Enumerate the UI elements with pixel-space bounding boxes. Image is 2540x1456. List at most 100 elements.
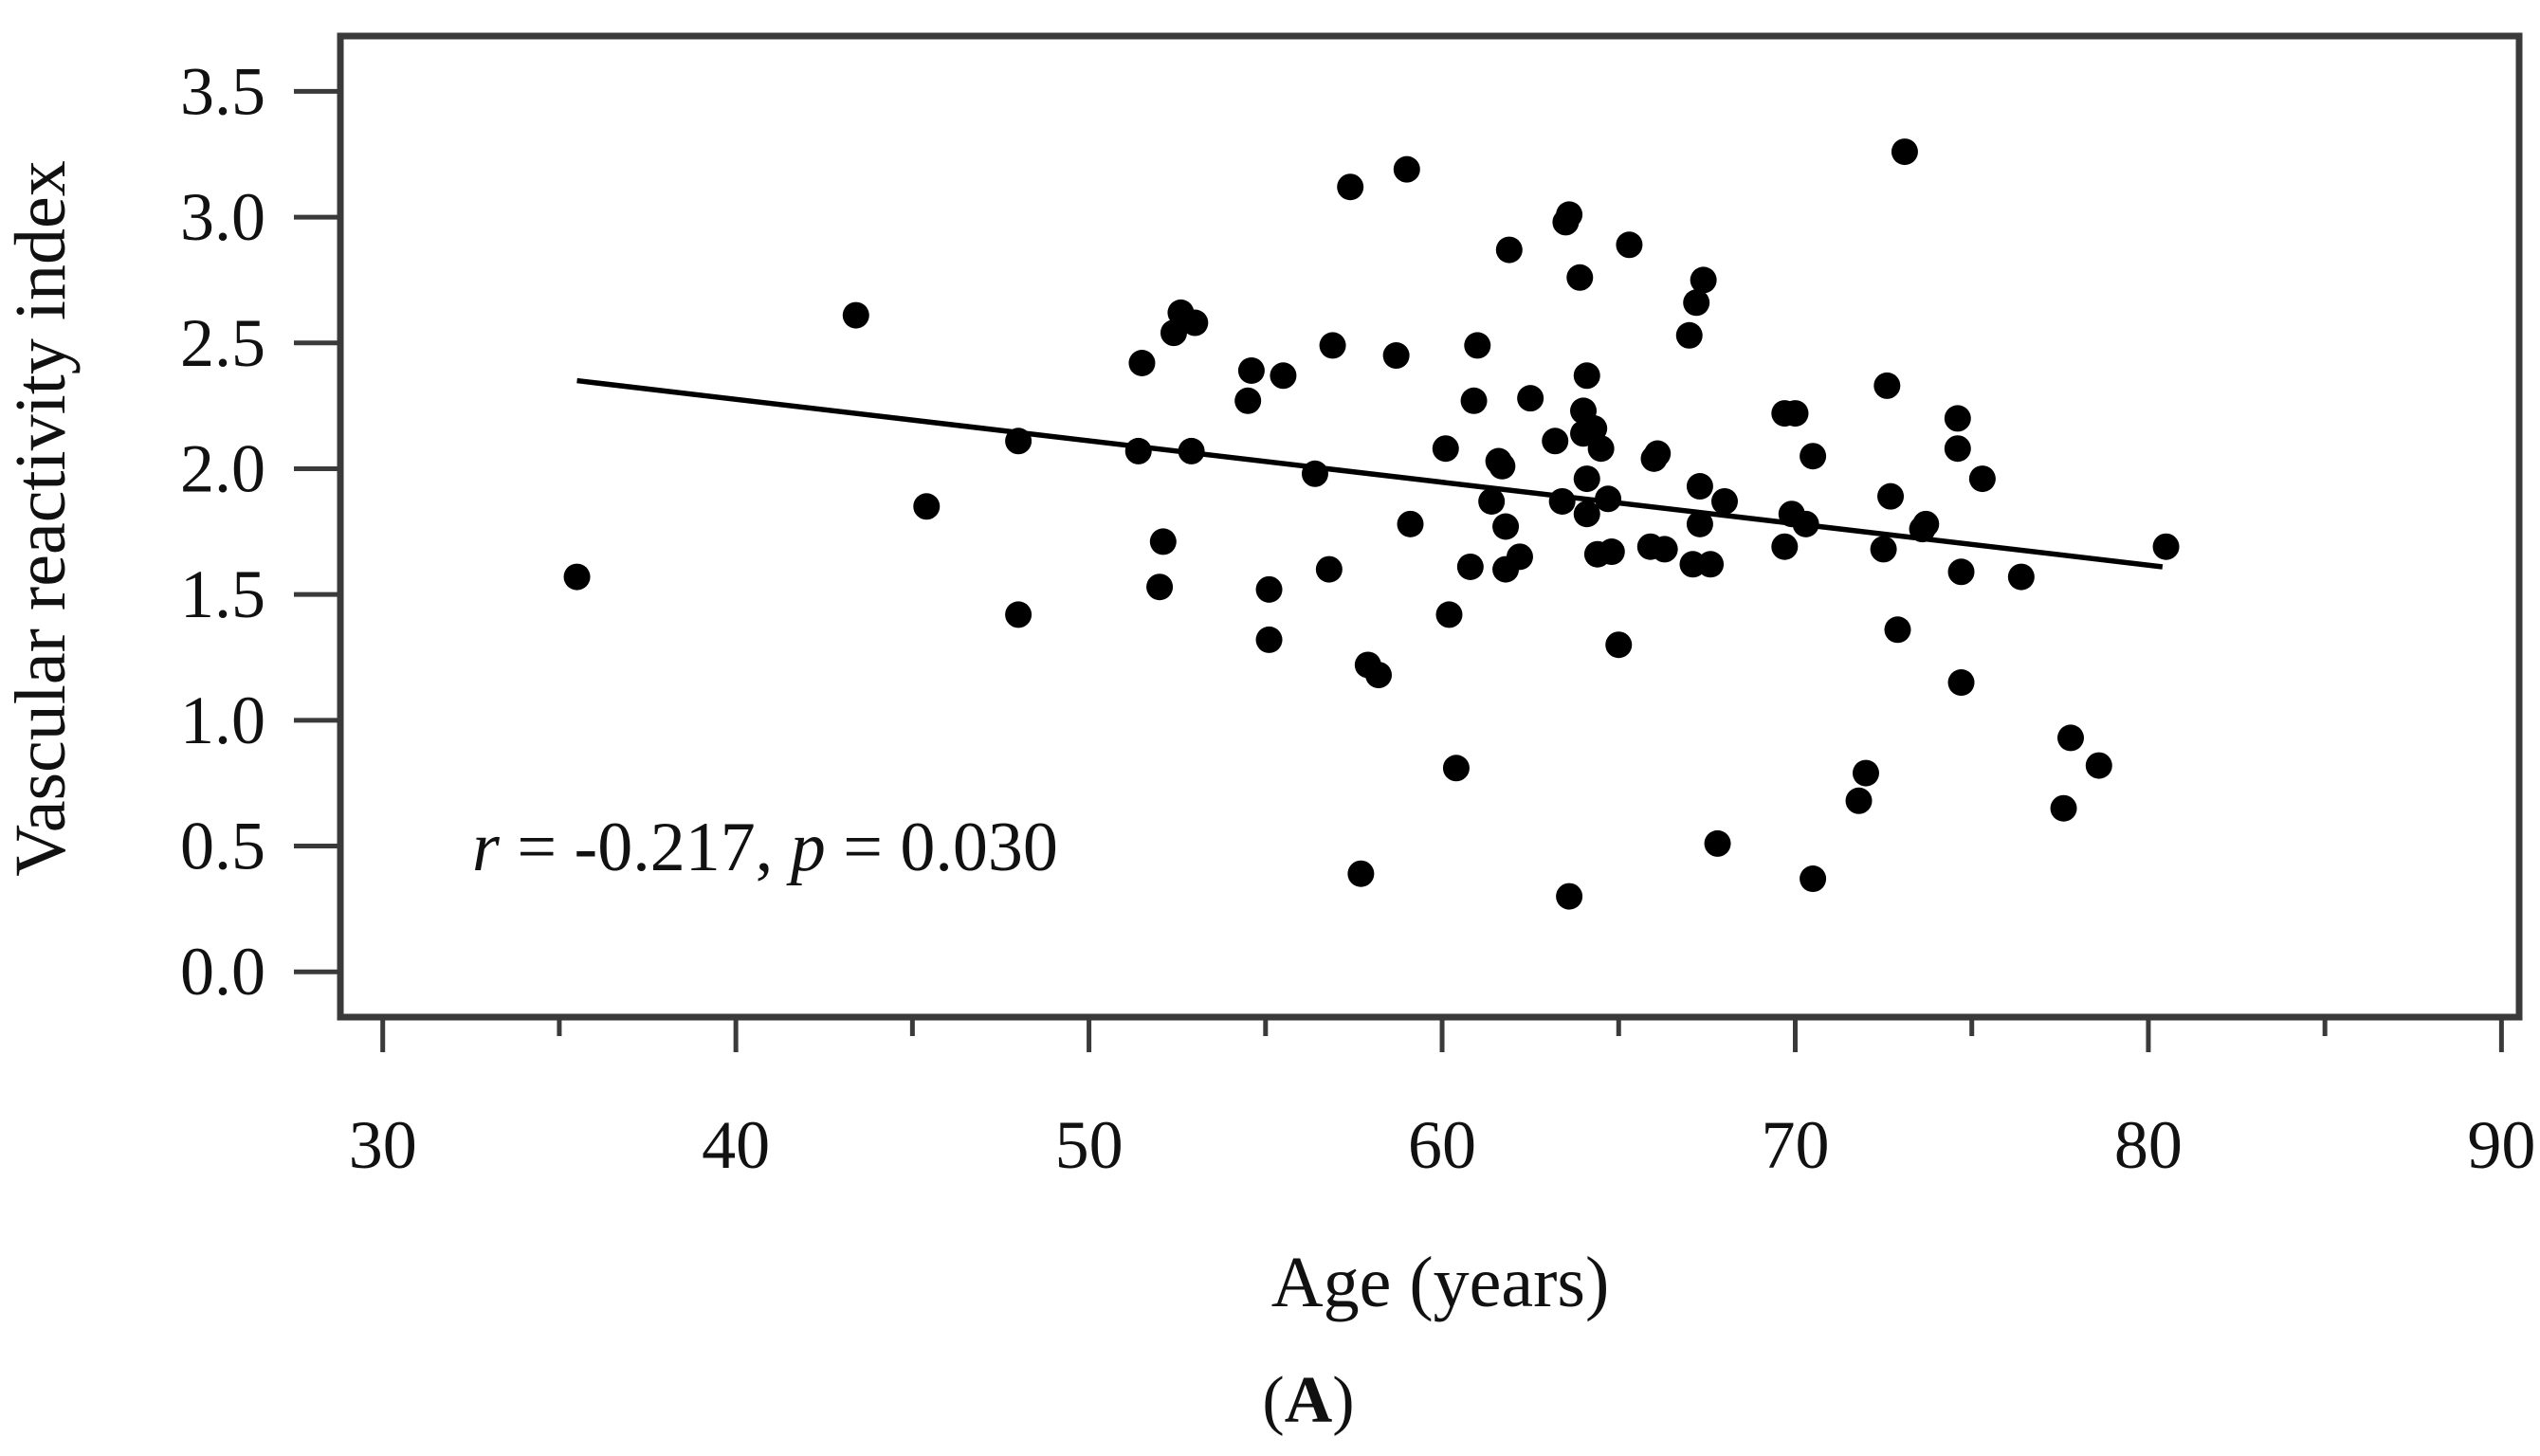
data-point bbox=[2050, 794, 2077, 822]
data-point bbox=[1442, 755, 1470, 782]
data-point bbox=[1464, 332, 1491, 359]
data-point bbox=[1255, 575, 1283, 603]
data-point bbox=[1556, 883, 1583, 910]
data-point bbox=[1587, 435, 1615, 463]
data-point bbox=[1005, 601, 1032, 628]
y-tick-label: 3.0 bbox=[180, 179, 265, 255]
data-point bbox=[1270, 362, 1297, 390]
y-tick-label: 3.5 bbox=[180, 53, 265, 129]
data-point bbox=[1710, 487, 1738, 515]
data-point bbox=[1489, 452, 1516, 480]
data-point bbox=[1506, 543, 1533, 571]
data-point bbox=[1456, 553, 1484, 580]
data-point bbox=[1595, 485, 1622, 513]
data-point bbox=[1598, 538, 1625, 566]
x-tick-label: 30 bbox=[349, 1107, 417, 1183]
data-point bbox=[1397, 510, 1424, 537]
correlation-annotation: r = -0.217, p = 0.030 bbox=[472, 809, 1058, 886]
data-point bbox=[1542, 428, 1569, 455]
data-point bbox=[1605, 631, 1633, 659]
data-point bbox=[1651, 536, 1678, 563]
data-point bbox=[1319, 332, 1346, 359]
data-point bbox=[1870, 536, 1897, 563]
data-point bbox=[1686, 510, 1713, 537]
data-point bbox=[1435, 601, 1463, 628]
data-point bbox=[1432, 435, 1459, 463]
x-tick-label: 50 bbox=[1055, 1107, 1124, 1183]
data-point bbox=[1845, 787, 1873, 814]
data-point bbox=[1495, 236, 1523, 264]
data-point bbox=[1616, 231, 1643, 259]
p-value: = 0.030 bbox=[826, 809, 1058, 886]
data-point bbox=[1566, 264, 1594, 291]
data-point bbox=[1704, 829, 1731, 857]
panel-label-letter: A bbox=[1285, 1364, 1333, 1437]
data-point bbox=[1581, 415, 1608, 442]
data-point bbox=[1492, 513, 1520, 540]
x-tick-label: 90 bbox=[2467, 1107, 2535, 1183]
data-point bbox=[1149, 528, 1177, 555]
data-point bbox=[1337, 173, 1364, 201]
data-point bbox=[1968, 465, 1996, 493]
x-axis: 30 40 50 60 70 80 90 bbox=[349, 1017, 2535, 1183]
data-point bbox=[1944, 405, 1971, 432]
data-points bbox=[563, 138, 2180, 910]
data-point bbox=[1877, 482, 1905, 510]
y-tick-label: 2.5 bbox=[180, 305, 265, 381]
y-tick-label: 1.0 bbox=[180, 682, 265, 758]
data-point bbox=[1873, 372, 1901, 399]
data-point bbox=[1146, 573, 1174, 601]
data-point bbox=[1912, 510, 1940, 537]
data-point bbox=[1771, 533, 1799, 560]
y-axis-title: Vascular reactivity index bbox=[1, 160, 81, 876]
data-point bbox=[1160, 319, 1187, 347]
data-point bbox=[1947, 558, 1975, 586]
y-tick-label: 0.5 bbox=[180, 809, 265, 884]
data-point bbox=[1800, 865, 1827, 893]
data-point bbox=[842, 301, 869, 329]
data-point bbox=[1947, 669, 1975, 697]
data-point bbox=[1697, 551, 1725, 578]
y-tick-label: 1.5 bbox=[180, 556, 265, 632]
x-tick-label: 80 bbox=[2114, 1107, 2183, 1183]
data-point bbox=[1364, 662, 1392, 689]
data-point bbox=[563, 563, 591, 591]
data-point bbox=[1382, 342, 1410, 370]
data-point bbox=[1573, 465, 1600, 493]
data-point bbox=[1686, 473, 1713, 500]
y-tick-label: 0.0 bbox=[180, 934, 265, 1010]
data-point bbox=[1675, 321, 1703, 349]
data-point bbox=[1884, 616, 1911, 644]
data-point bbox=[1315, 555, 1343, 583]
data-point bbox=[1944, 435, 1971, 463]
data-point bbox=[1478, 487, 1506, 515]
panel-label-close: ) bbox=[1332, 1364, 1354, 1437]
data-point bbox=[1891, 138, 1918, 166]
panel-label: (A) bbox=[1262, 1364, 1354, 1437]
regression-line bbox=[576, 377, 2164, 570]
data-point bbox=[2007, 563, 2035, 591]
x-tick-label: 60 bbox=[1408, 1107, 1476, 1183]
data-point bbox=[1852, 759, 1879, 787]
data-point bbox=[2056, 724, 2084, 752]
y-axis: 0.0 0.5 1.0 1.5 2.0 2.5 3.0 3.5 bbox=[180, 53, 340, 1010]
data-point bbox=[1800, 443, 1827, 470]
x-tick-label: 40 bbox=[702, 1107, 770, 1183]
data-point bbox=[1556, 201, 1583, 228]
data-point bbox=[1237, 356, 1265, 384]
data-point bbox=[1517, 385, 1544, 412]
panel-label-open: ( bbox=[1262, 1364, 1284, 1437]
plot-frame bbox=[337, 32, 2523, 1021]
data-point bbox=[1573, 500, 1600, 528]
data-point bbox=[1128, 350, 1156, 376]
data-point bbox=[2085, 752, 2112, 779]
x-axis-title: Age (years) bbox=[1271, 1243, 1610, 1322]
data-point bbox=[1255, 626, 1283, 653]
data-point bbox=[1124, 437, 1152, 464]
data-point bbox=[1460, 387, 1488, 414]
r-value: = -0.217, bbox=[500, 809, 791, 886]
data-point bbox=[1181, 309, 1209, 337]
data-point bbox=[2152, 533, 2180, 560]
data-point bbox=[1393, 155, 1420, 183]
